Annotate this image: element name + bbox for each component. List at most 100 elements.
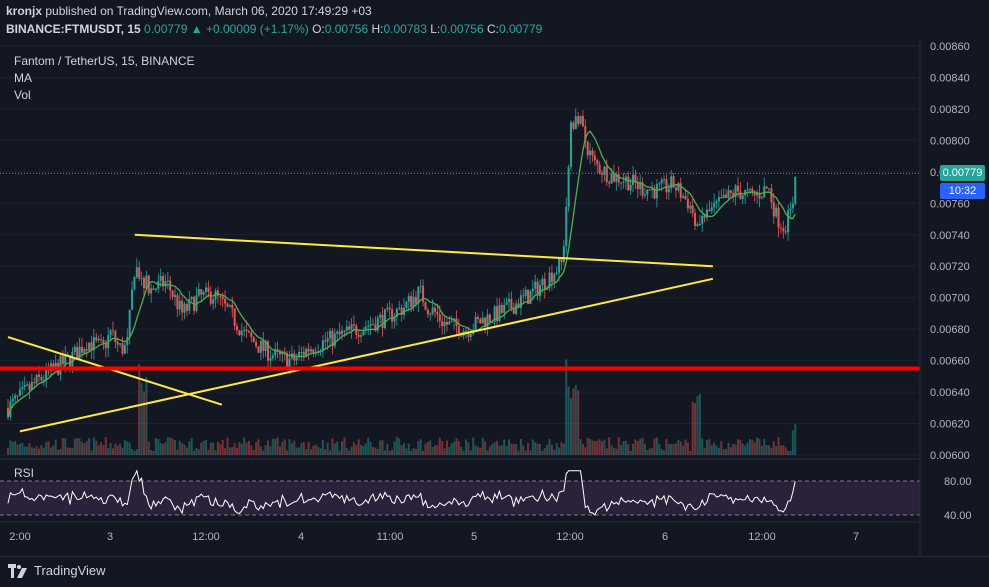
candle-body: [331, 330, 334, 347]
candle-body: [21, 387, 24, 390]
candle-body: [658, 183, 661, 185]
volume-bar: [672, 444, 675, 455]
volume-bar: [465, 439, 468, 455]
candle-body: [405, 301, 408, 308]
symbol-label[interactable]: BINANCE:FTMUSDT, 15: [6, 22, 141, 36]
ma-line: [7, 130, 796, 418]
close-label: C:: [486, 22, 499, 36]
volume-bar: [741, 443, 744, 455]
volume-bar: [333, 443, 336, 455]
candle-body: [188, 298, 191, 311]
volume-bar: [486, 450, 489, 455]
candle-body: [243, 329, 246, 331]
vol-legend[interactable]: Vol: [14, 88, 31, 102]
candle-body: [181, 300, 184, 313]
candle-body: [679, 183, 682, 198]
volume-bar: [524, 450, 527, 455]
time-axis[interactable]: 2:00 3 12:00 4 11:00 5 12:00 6 12:00 7: [0, 521, 920, 543]
volume-bar: [665, 438, 668, 455]
volume-bar: [717, 447, 720, 455]
candle-body: [138, 267, 141, 279]
volume-bar: [240, 443, 243, 455]
volume-bar: [791, 430, 794, 455]
volume-bar: [541, 450, 544, 455]
volume-bar: [591, 440, 594, 455]
candle-body: [109, 330, 112, 336]
volume-bar: [617, 437, 620, 455]
candle-body: [38, 374, 41, 377]
volume-bar: [565, 359, 568, 455]
candle-body: [782, 228, 785, 232]
ma-legend[interactable]: MA: [14, 71, 32, 85]
candle-body: [374, 324, 377, 331]
volume-bar: [422, 450, 425, 455]
drawn-lines[interactable]: [0, 172, 920, 433]
volume-bar: [562, 443, 565, 455]
volume-bar: [271, 438, 274, 455]
volume-bar: [83, 443, 86, 455]
volume-bar: [455, 438, 458, 455]
candle-body: [450, 321, 453, 323]
candle-body: [312, 349, 315, 353]
candle-body: [448, 321, 451, 325]
candle-body: [219, 295, 222, 297]
candle-body: [61, 355, 64, 365]
volume-bar: [159, 442, 162, 455]
tradingview-logo[interactable]: TradingView: [8, 563, 106, 578]
volume-bar: [782, 445, 785, 455]
volume-bar: [348, 450, 351, 455]
candle-body: [166, 280, 169, 282]
volume-bar: [515, 444, 518, 455]
volume-bar: [162, 444, 165, 455]
candle-body: [262, 340, 265, 351]
volume-bar: [627, 444, 630, 455]
candle-body: [434, 307, 437, 313]
candle-body: [64, 354, 67, 365]
candle-body: [498, 304, 501, 322]
candle-body: [739, 191, 742, 199]
price-axis[interactable]: 0.008600.008400.008200.008000.007800.007…: [919, 40, 989, 556]
chart-title[interactable]: Fantom / TetherUS, 15, BINANCE: [14, 54, 195, 68]
price-tick-label: 0.00620: [930, 419, 970, 431]
volume-bar: [646, 450, 649, 455]
candle-body: [23, 385, 26, 388]
volume-bar: [157, 439, 160, 455]
rsi-legend[interactable]: RSI: [14, 466, 35, 480]
candle-body: [173, 295, 176, 297]
volume-bar: [555, 443, 558, 455]
price-tick-label: 0.00680: [930, 324, 970, 336]
up-arrow-icon: ▲: [190, 22, 203, 36]
volume-bar: [7, 448, 9, 455]
volume-bar: [314, 444, 317, 455]
volume-bar: [684, 439, 687, 455]
candle-body: [245, 329, 248, 332]
candle-body: [228, 304, 231, 307]
candle-body: [636, 182, 639, 190]
trendline-upper-resistance: [134, 233, 713, 268]
volume-bar: [403, 443, 406, 455]
volume-bar: [264, 445, 267, 455]
volume-bar: [30, 447, 33, 455]
candle-body: [570, 122, 573, 167]
volume-bar: [519, 438, 522, 455]
candle-body: [465, 330, 468, 332]
volume-bar: [574, 385, 577, 455]
publisher-name[interactable]: kronjx: [6, 4, 43, 18]
volume-bar: [393, 441, 396, 455]
volume-bar: [293, 440, 296, 455]
candle-body: [379, 314, 382, 318]
candle-body: [445, 321, 448, 325]
candle-body: [185, 304, 188, 311]
candle-body: [348, 326, 351, 330]
volume-bar: [152, 450, 155, 455]
candle-body: [250, 332, 253, 338]
volume-bar: [197, 449, 200, 455]
volume-bar: [245, 442, 248, 455]
volume-bar: [763, 438, 766, 455]
candle-body: [307, 348, 310, 352]
volume-bar: [639, 438, 642, 455]
candle-body: [59, 355, 62, 375]
price-tick-label: 0.00720: [930, 261, 970, 273]
candle-body: [205, 287, 208, 292]
